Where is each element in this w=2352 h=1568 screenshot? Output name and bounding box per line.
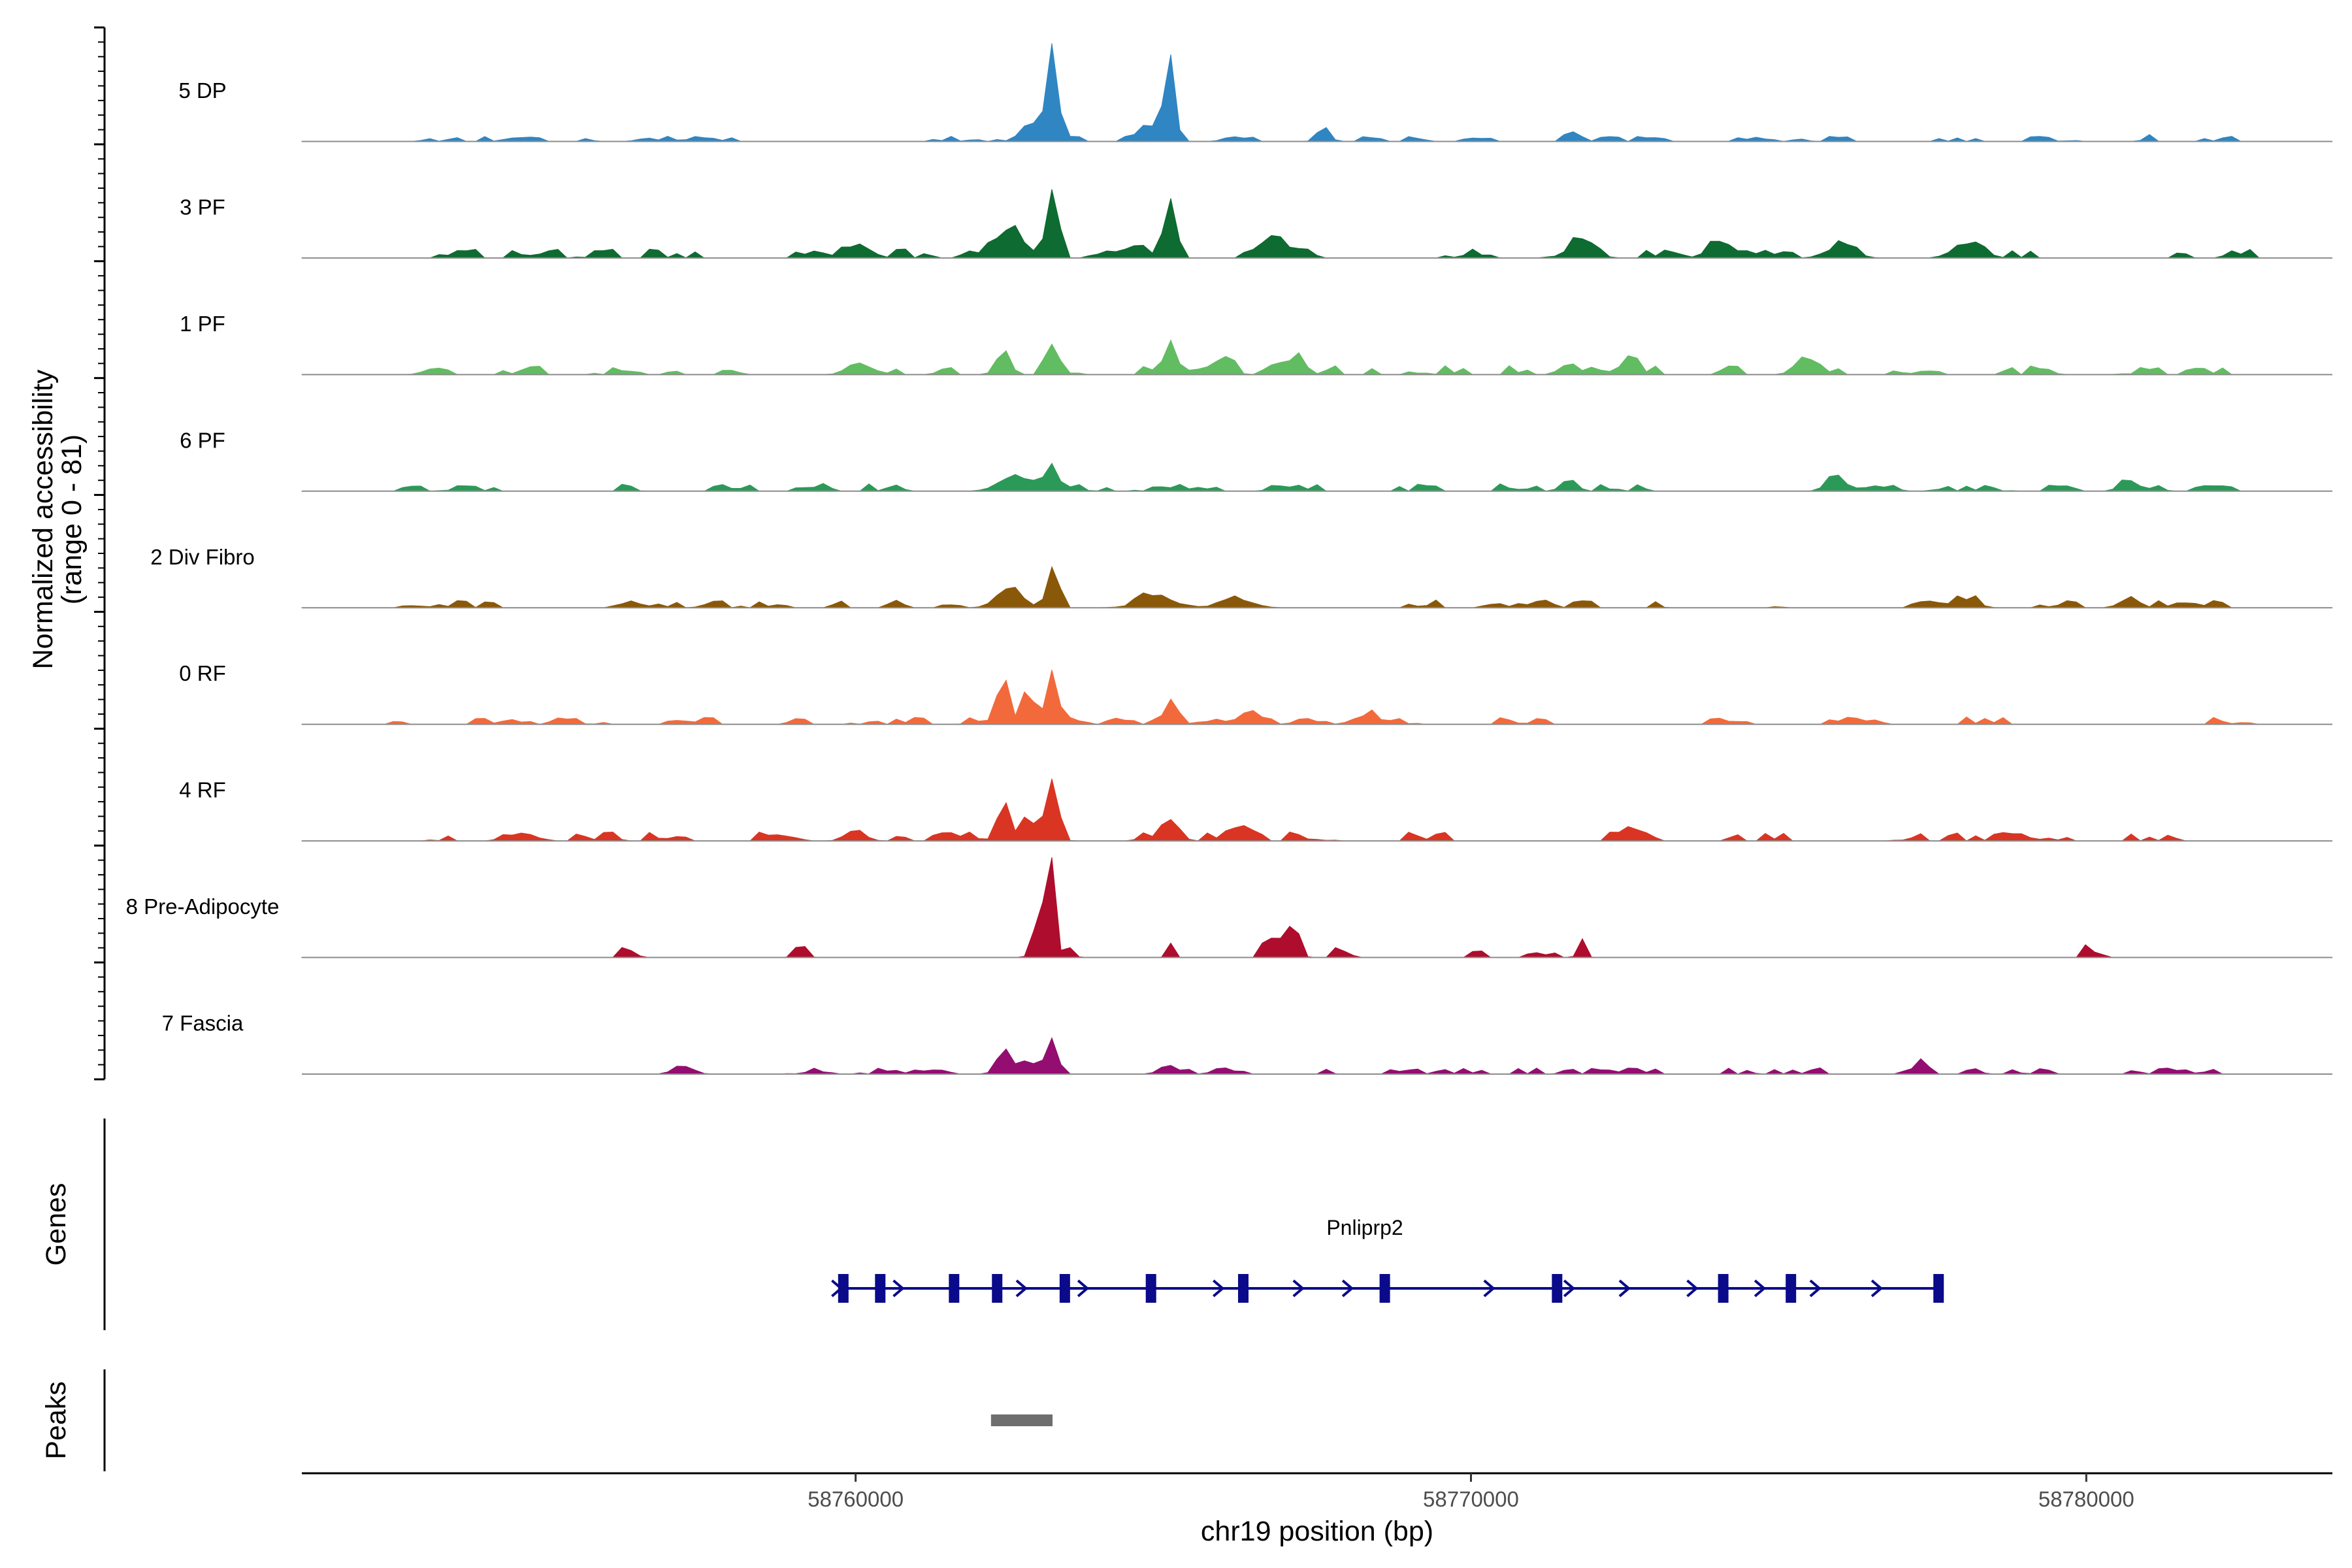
peaks-panel-title: Peaks (41, 1381, 72, 1460)
track-9: 7 Fascia (162, 1011, 2332, 1075)
coverage-tracks: 5 DP 3 PF 1 PF 6 PF 2 Div Fibro 0 RF 4 RF 8 Pre… (126, 43, 2332, 1075)
genes-panel-title: Genes (41, 1183, 72, 1266)
track-signal (301, 778, 2307, 841)
gene-exon (1552, 1274, 1563, 1303)
x-tick-label: 58780000 (2038, 1487, 2134, 1511)
track-label: 2 Div Fibro (150, 545, 255, 569)
strand-arrow (831, 1279, 843, 1298)
strand-arrow (1870, 1279, 1884, 1298)
track-signal (301, 463, 2307, 492)
track-signal (301, 857, 2307, 958)
x-tick-label: 58770000 (1423, 1487, 1519, 1511)
y-axis-title-line2: (range 0 - 81) (56, 434, 88, 605)
track-signal (301, 339, 2307, 375)
track-1: 5 DP (178, 43, 2332, 142)
x-tick-label: 58760000 (808, 1487, 904, 1511)
track-label: 3 PF (180, 195, 225, 219)
track-5: 2 Div Fibro (150, 545, 2332, 609)
x-axis-title: chr19 position (bp) (1201, 1516, 1433, 1547)
track-label: 4 RF (179, 778, 226, 802)
y-axis: Normalized accessibility(range 0 - 81) (27, 26, 106, 1081)
gene-exon (1237, 1274, 1249, 1303)
strand-arrow (1686, 1279, 1699, 1298)
genes-panel: Genes Pnliprp2 (41, 1119, 1944, 1330)
x-axis: 58760000 58770000 58780000 chr19 position (… (302, 1472, 2332, 1547)
peaks-panel: Peaks (41, 1369, 1053, 1471)
gene-exon (949, 1274, 960, 1303)
track-label: 8 Pre-Adipocyte (126, 894, 280, 919)
gene-exon (992, 1274, 1003, 1303)
gene-exon (875, 1274, 886, 1303)
strand-arrow (1341, 1279, 1354, 1298)
strand-arrow (1483, 1279, 1495, 1298)
gene-exon (1786, 1274, 1797, 1303)
track-signal (301, 189, 2307, 259)
gene-label: Pnliprp2 (1326, 1216, 1403, 1239)
peak-region (990, 1414, 1053, 1426)
gene-exon (1379, 1274, 1390, 1303)
track-label: 5 DP (178, 78, 226, 103)
gene-exon (1718, 1274, 1729, 1303)
track-2: 3 PF (180, 189, 2332, 259)
gene-exon (1933, 1274, 1944, 1303)
strand-arrow (1015, 1279, 1028, 1298)
strand-arrow (1292, 1279, 1305, 1298)
gene-exon (838, 1274, 849, 1303)
track-signal (301, 670, 2307, 725)
track-label: 1 PF (180, 312, 225, 336)
strand-arrow (892, 1279, 905, 1298)
strand-arrow (1754, 1279, 1767, 1298)
track-label: 0 RF (179, 661, 226, 685)
track-7: 4 RF (179, 778, 2332, 842)
strand-arrow (1077, 1279, 1090, 1298)
strand-arrow (1213, 1279, 1225, 1298)
strand-arrow (1618, 1279, 1631, 1298)
strand-arrow (1563, 1279, 1576, 1298)
track-signal (301, 43, 2307, 142)
track-label: 7 Fascia (162, 1011, 244, 1036)
track-signal (302, 1037, 2306, 1075)
y-axis-title: Normalized accessibility(range 0 - 81) (27, 369, 88, 669)
track-6: 0 RF (179, 661, 2332, 725)
track-8: 8 Pre-Adipocyte (126, 857, 2332, 958)
gene-exon (1145, 1274, 1156, 1303)
track-signal (301, 566, 2307, 608)
track-3: 1 PF (180, 312, 2332, 376)
y-axis-title-line1: Normalized accessibility (27, 369, 59, 669)
strand-arrow (1809, 1279, 1821, 1298)
track-label: 6 PF (180, 428, 225, 452)
track-4: 6 PF (180, 428, 2332, 492)
gene-exon (1059, 1274, 1070, 1303)
